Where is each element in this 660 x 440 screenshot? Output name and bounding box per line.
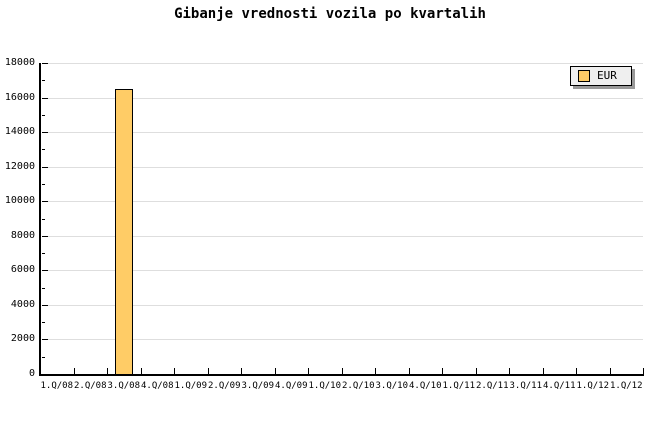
x-tick-label: 3.Q/09 [241, 381, 274, 391]
y-minor-tick [42, 219, 45, 220]
y-major-tick [42, 167, 48, 168]
y-major-tick [42, 339, 48, 340]
gridline [42, 98, 643, 99]
gridline [42, 270, 643, 271]
x-tick-label: 4.Q/09 [274, 381, 308, 391]
gridline [42, 236, 643, 237]
y-tick-label: 10000 [4, 195, 35, 206]
x-tick-label: 1.Q/10 [308, 381, 341, 391]
x-tick-label: 4.Q/11 [542, 381, 576, 391]
y-tick-label: 6000 [10, 264, 35, 275]
y-tick-label: 8000 [10, 230, 35, 241]
x-tick-label: 2.Q/08 [73, 381, 107, 391]
y-minor-tick [42, 357, 45, 358]
y-major-tick [42, 63, 48, 64]
y-minor-tick [42, 184, 45, 185]
y-minor-tick [42, 253, 45, 254]
x-tick-label: 1.Q/12 [609, 381, 643, 391]
y-major-tick [42, 201, 48, 202]
y-tick-label: 0 [28, 368, 35, 379]
y-major-tick [42, 305, 48, 306]
y-tick-label: 12000 [4, 161, 35, 172]
y-major-tick [42, 236, 48, 237]
legend-series-swatch [578, 70, 590, 82]
x-tick-label: 2.Q/11 [475, 381, 509, 391]
x-tick-label: 2.Q/10 [341, 381, 375, 391]
x-tick-label: 1.Q/12 [576, 381, 609, 391]
y-tick-label: 18000 [4, 57, 35, 68]
y-major-tick [42, 132, 48, 133]
x-tick-label: 1.Q/11 [442, 381, 475, 391]
y-minor-tick [42, 288, 45, 289]
x-tick-label: 3.Q/08 [107, 381, 140, 391]
y-minor-tick [42, 115, 45, 116]
x-tick-label: 1.Q/09 [174, 381, 207, 391]
y-minor-tick [42, 149, 45, 150]
bar [115, 89, 133, 375]
y-major-tick [42, 98, 48, 99]
y-major-tick [42, 270, 48, 271]
legend-series-label: EUR [597, 69, 617, 82]
gridline [42, 63, 643, 64]
gridline [42, 132, 643, 133]
y-tick-label: 4000 [10, 299, 35, 310]
x-tick-label: 2.Q/09 [207, 381, 241, 391]
y-axis-line [39, 63, 41, 376]
y-tick-label: 2000 [10, 333, 35, 344]
x-tick-label: 3.Q/11 [509, 381, 542, 391]
gridline [42, 339, 643, 340]
y-tick-label: 14000 [4, 126, 35, 137]
x-tick-label: 4.Q/10 [408, 381, 442, 391]
y-tick-label: 16000 [4, 92, 35, 103]
y-minor-tick [42, 322, 45, 323]
x-tick-label: 4.Q/08 [140, 381, 174, 391]
gridline [42, 167, 643, 168]
y-minor-tick [42, 80, 45, 81]
legend: EUR [570, 66, 632, 86]
gridline [42, 305, 643, 306]
x-tick-label: 1.Q/08 [40, 381, 73, 391]
gridline [42, 201, 643, 202]
x-tick-label: 3.Q/10 [375, 381, 408, 391]
x-axis-line [39, 374, 644, 376]
chart-title: Gibanje vrednosti vozila po kvartalih [174, 6, 486, 22]
